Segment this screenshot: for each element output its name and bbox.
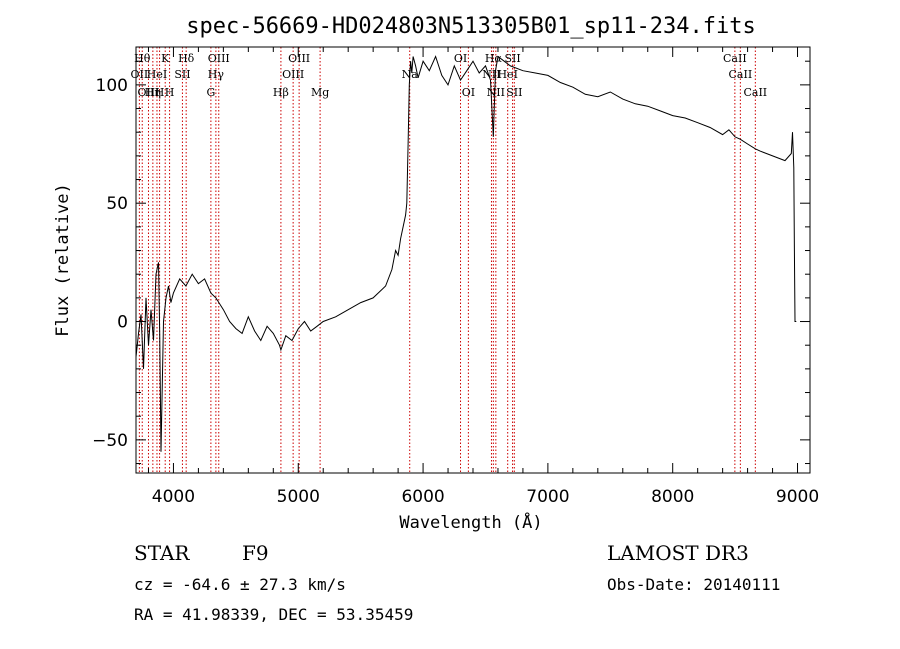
x-tick-label-6000: 6000 [401, 487, 444, 507]
spectral-line-label-23: HeI [497, 68, 517, 81]
y-tick-label-100: 100 [96, 76, 128, 96]
spectral-line-label-0: Hθ [134, 52, 151, 65]
spectral-line-label-25: SII [506, 86, 522, 99]
spectral-line-label-22: NII [487, 86, 505, 99]
spectral-line-labels: HθOIIOIIIHηHeIHKHSIIHδGHγOIIIHβOIIIOIIIM… [131, 52, 768, 99]
survey-name: LAMOST DR3 [607, 541, 749, 565]
spectral-line-label-3: Hη [145, 86, 161, 99]
y-tick-label-0: 0 [117, 313, 128, 333]
flux-series-line [135, 55, 797, 452]
spectral-line-label-2: OIII [137, 86, 159, 99]
subclass: F9 [242, 541, 269, 565]
spectral-line-label-26: CaII [723, 52, 747, 65]
y-tick-label-50: 50 [106, 194, 128, 214]
spectral-line-label-12: OIII [208, 52, 230, 65]
spectral-line-label-1: OII [131, 68, 149, 81]
x-tick-label-5000: 5000 [277, 487, 320, 507]
spectral-line-label-15: OIII [288, 52, 310, 65]
spectral-line-label-13: Hβ [273, 86, 289, 99]
redshift-value: cz = -64.6 ± 27.3 km/s [134, 575, 346, 594]
x-tick-label-9000: 9000 [776, 487, 819, 507]
object-class: STAR [134, 541, 190, 565]
spectral-lines [138, 47, 756, 473]
spectral-line-label-6: K [161, 52, 170, 65]
x-axis-label: Wavelength (Å) [399, 511, 542, 533]
spectral-line-label-16: Mg [311, 86, 329, 99]
spectral-line-label-5: H [155, 86, 165, 99]
plot-area: HθOIIOIIIHηHeIHKHSIIHδGHγOIIIHβOIIIOIIIM… [92, 46, 819, 507]
spectral-line-label-27: CaII [729, 68, 753, 81]
spectral-line-label-18: OI [454, 52, 467, 65]
x-tick-label-8000: 8000 [651, 487, 694, 507]
chart-title: spec-56669-HD024803N513305B01_sp11-234.f… [186, 14, 756, 39]
spectral-line-label-4: HeI [147, 68, 167, 81]
spectral-line-label-24: SII [504, 52, 520, 65]
coordinates: RA = 41.98339, DEC = 53.35459 [134, 605, 413, 624]
y-tick-label--50: −50 [92, 431, 128, 451]
spectral-line-label-8: SII [174, 68, 190, 81]
y-axis-ticks: −50 0 50 100 [92, 60, 810, 465]
x-tick-label-4000: 4000 [152, 487, 195, 507]
spectral-line-label-19: OI [462, 86, 475, 99]
x-tick-label-7000: 7000 [526, 487, 569, 507]
observation-date: Obs-Date: 20140111 [607, 575, 780, 594]
spectral-line-label-28: CaII [743, 86, 767, 99]
spectral-line-label-7: H [165, 86, 175, 99]
spectral-line-label-9: Hδ [178, 52, 195, 65]
x-axis-ticks: 4000 5000 6000 7000 8000 9000 [147, 47, 819, 507]
spectral-line-label-14: OIII [282, 68, 304, 81]
y-axis-label: Flux (relative) [53, 183, 73, 337]
plot-frame [135, 46, 811, 474]
spectral-line-label-11: Hγ [208, 68, 225, 81]
spectral-line-label-10: G [206, 86, 215, 99]
spectral-line-label-21: Hα [485, 52, 503, 65]
